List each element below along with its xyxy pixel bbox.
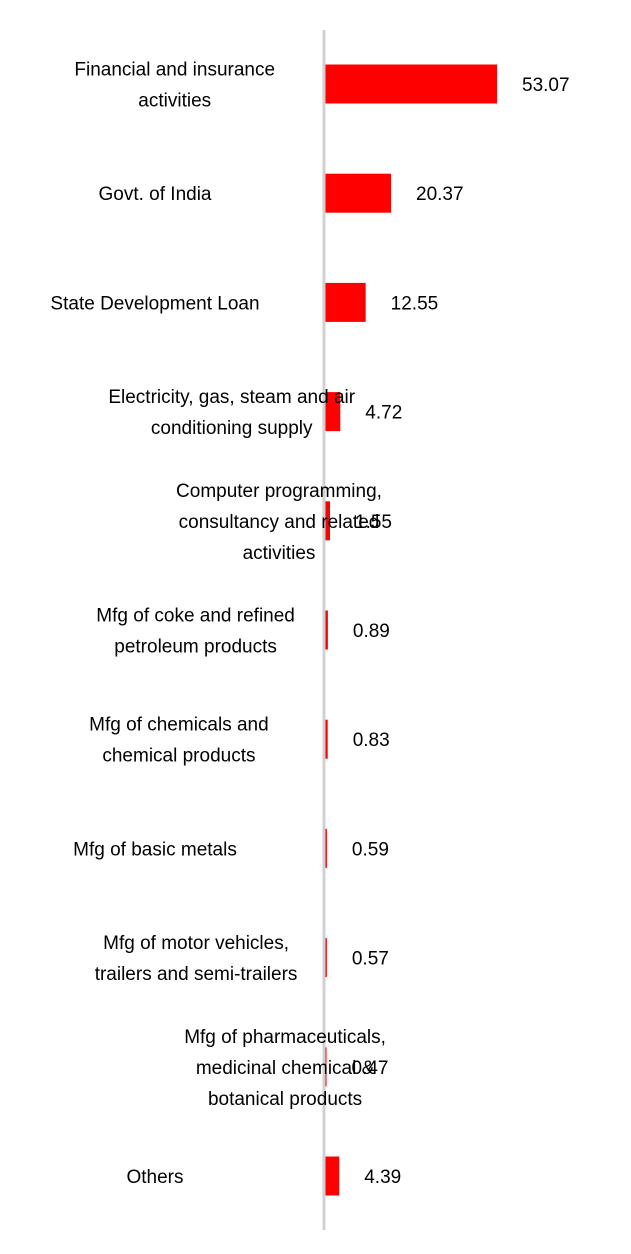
category-label-line: Mfg of motor vehicles, [103,933,289,954]
bar [325,1047,327,1087]
category-label-line: conditioning supply [151,418,313,439]
category-label-line: medicinal chemical & [196,1058,375,1079]
category-label-line: activities [243,543,316,564]
bar [325,64,497,104]
category-label-line: petroleum products [114,637,277,658]
value-label: 20.37 [416,184,464,205]
category-label: Mfg of motor vehicles, trailers and semi-… [95,933,298,985]
category-label: State Development Loan [50,293,259,314]
category-label: Mfg of coke and refined petroleum product… [96,606,295,658]
bar [325,501,331,541]
category-label-line: Mfg of chemicals and [89,715,269,736]
category-label-line: Computer programming, [176,481,382,502]
category-label-line: Financial and insurance [74,60,275,81]
value-label: 1.55 [355,512,392,533]
value-label: 0.89 [353,621,390,642]
bar [325,610,328,650]
bar [325,173,392,213]
bar [325,938,327,978]
category-label: Computer programming, consultancy and rel… [176,481,382,564]
bar [325,1156,340,1196]
category-label: Others [126,1167,183,1188]
value-label: 0.57 [352,949,389,970]
category-label-line: trailers and semi-trailers [95,964,298,985]
category-label-line: Mfg of pharmaceuticals, [184,1027,386,1048]
category-label-line: Others [126,1167,183,1188]
category-label-line: Electricity, gas, steam and air [108,387,355,408]
category-label-line: Mfg of basic metals [73,839,237,860]
value-label: 12.55 [391,293,439,314]
bars-group [325,64,497,1196]
value-label: 4.39 [364,1167,401,1188]
value-labels-group: 53.07 20.37 12.55 4.72 1.55 0.89 0.83 0.59 0.57 0… [352,75,570,1188]
category-label-line: botanical products [208,1089,362,1110]
value-label: 0.83 [353,730,390,751]
bar [325,719,328,759]
category-label-line: activities [138,91,211,112]
category-label: Mfg of basic metals [73,839,237,860]
category-label: Electricity, gas, steam and air condition… [108,387,355,439]
value-label: 0.59 [352,839,389,860]
bar [325,282,366,322]
category-label-line: consultancy and related [179,512,380,533]
category-label: Financial and insurance activities [74,60,275,112]
value-label: 4.72 [365,403,402,424]
bar [325,392,341,432]
category-label-line: chemical products [102,746,255,767]
value-label: 53.07 [522,75,570,96]
category-labels-group: Financial and insurance activities Govt. o… [50,60,385,1189]
category-label: Mfg of chemicals and chemical products [89,715,269,767]
category-label-line: State Development Loan [50,293,259,314]
category-label: Govt. of India [98,184,211,205]
bar [325,828,327,868]
category-label: Mfg of pharmaceuticals, medicinal chemica… [184,1027,386,1110]
category-label-line: Govt. of India [98,184,211,205]
value-label: 0.47 [352,1058,389,1079]
category-label-line: Mfg of coke and refined [96,606,295,627]
